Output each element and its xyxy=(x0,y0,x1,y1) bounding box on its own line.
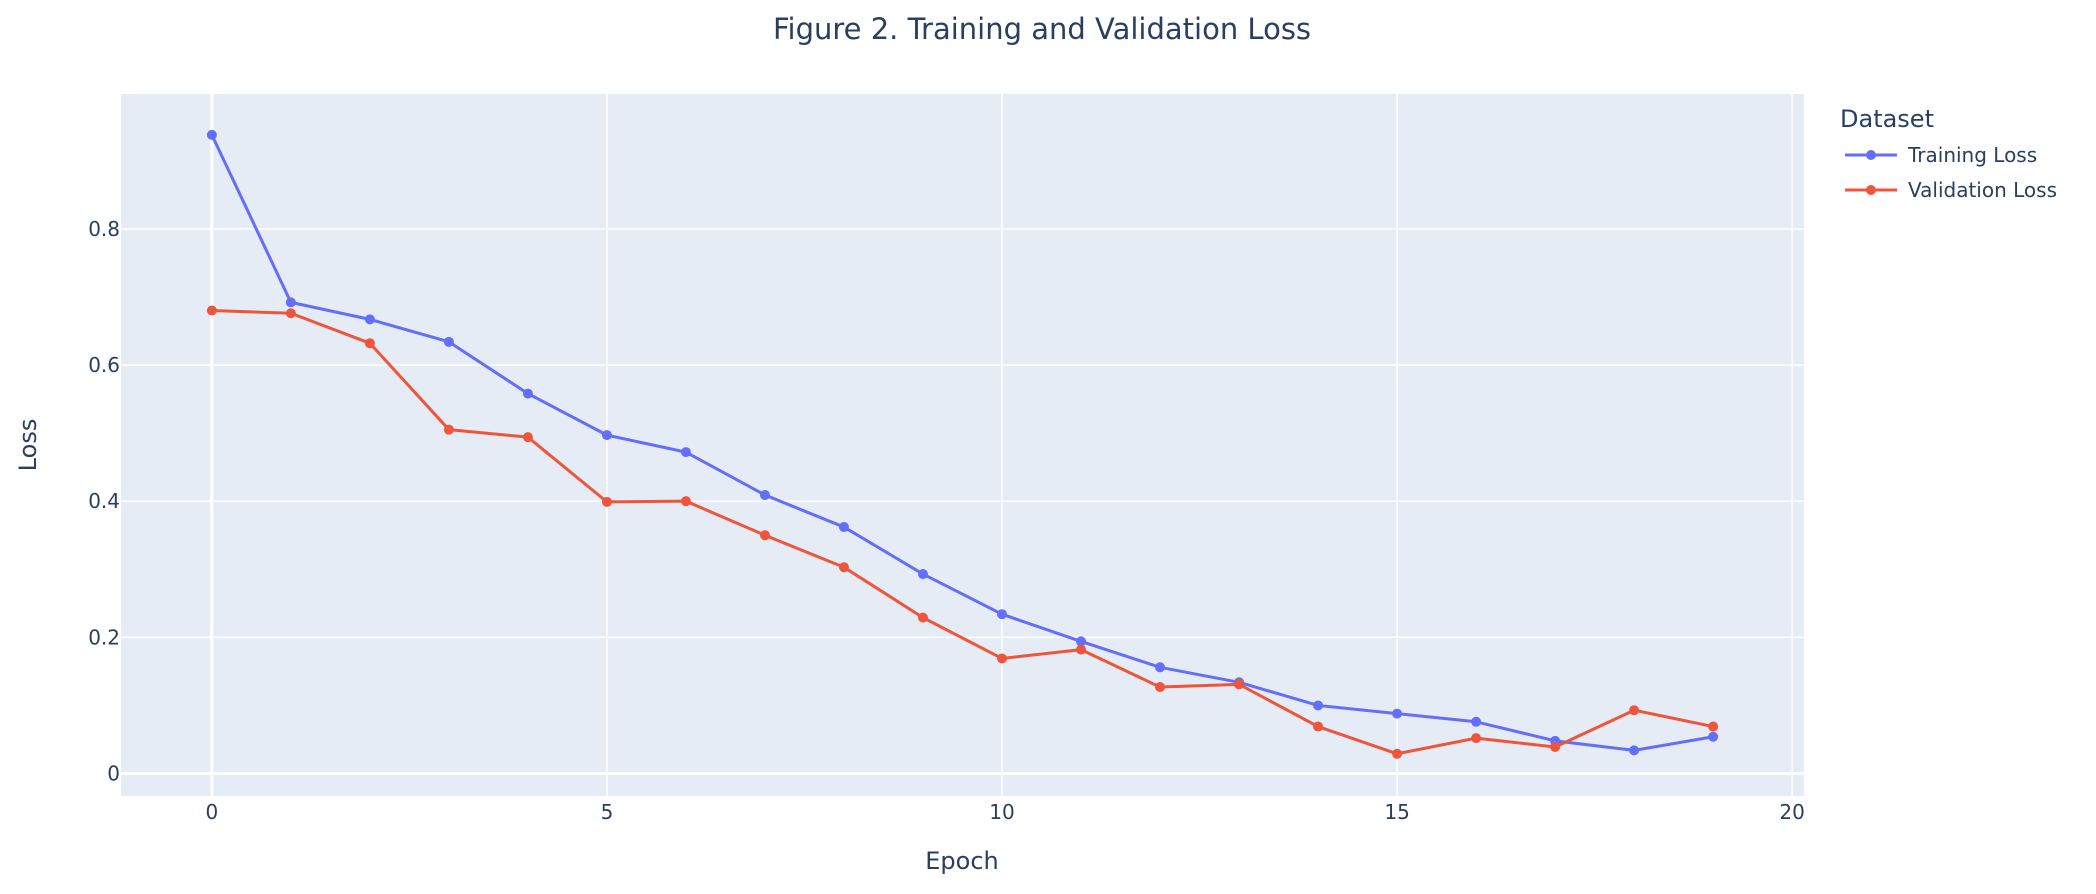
data-point xyxy=(1550,741,1561,752)
x-axis-title: Epoch xyxy=(925,847,999,875)
legend-swatch-marker xyxy=(1866,185,1876,195)
data-point xyxy=(1076,636,1087,647)
y-tick-label: 0.6 xyxy=(88,353,120,377)
y-axis-title: Loss xyxy=(14,419,42,472)
data-point xyxy=(997,653,1008,664)
legend-label: Training Loss xyxy=(1907,143,2037,167)
legend-label: Validation Loss xyxy=(1908,178,2057,202)
data-point xyxy=(680,447,691,458)
data-point xyxy=(285,297,296,308)
data-point xyxy=(206,305,217,316)
data-point xyxy=(1313,721,1324,732)
series-line xyxy=(210,134,1714,752)
data-point xyxy=(1708,731,1719,742)
legend-title: Dataset xyxy=(1840,105,1934,133)
data-point xyxy=(1392,748,1403,759)
x-axis-ticks: 0 5 10 15 20 xyxy=(205,800,1804,824)
data-point xyxy=(443,336,454,347)
data-point xyxy=(364,314,375,325)
series-layer xyxy=(206,129,1719,759)
data-point xyxy=(1708,721,1719,732)
chart-title: Figure 2. Training and Validation Loss xyxy=(773,12,1311,46)
data-point xyxy=(522,388,533,399)
data-point xyxy=(522,432,533,443)
data-point xyxy=(917,569,928,580)
data-point xyxy=(1076,644,1087,655)
data-point xyxy=(1629,745,1640,756)
data-point xyxy=(443,424,454,435)
y-tick-label: 0.2 xyxy=(88,625,120,649)
x-tick-label: 10 xyxy=(989,800,1014,824)
data-point xyxy=(285,308,296,319)
data-point xyxy=(1471,716,1482,727)
plot-area xyxy=(121,94,1804,796)
data-point xyxy=(1234,679,1245,690)
data-point xyxy=(1629,705,1640,716)
x-tick-label: 0 xyxy=(205,800,218,824)
y-axis-ticks: 0 0.2 0.4 0.6 0.8 xyxy=(88,217,120,786)
data-point xyxy=(1155,662,1166,673)
x-tick-label: 15 xyxy=(1384,800,1409,824)
y-tick-label: 0.4 xyxy=(88,489,120,513)
data-point xyxy=(206,129,217,140)
grid xyxy=(121,94,1804,796)
data-point xyxy=(997,609,1008,620)
data-point xyxy=(838,522,849,533)
data-point xyxy=(917,612,928,623)
data-point xyxy=(759,530,770,541)
data-point xyxy=(601,430,612,441)
legend[interactable]: Training Loss Validation Loss xyxy=(1845,143,2057,202)
data-point xyxy=(1313,700,1324,711)
data-point xyxy=(1392,708,1403,719)
x-tick-label: 5 xyxy=(601,800,614,824)
y-tick-label: 0.8 xyxy=(88,217,120,241)
data-point xyxy=(838,562,849,573)
x-tick-label: 20 xyxy=(1779,800,1804,824)
series-line xyxy=(211,309,1714,756)
data-point xyxy=(601,496,612,507)
legend-swatch-marker xyxy=(1866,150,1876,160)
data-point xyxy=(364,338,375,349)
data-point xyxy=(759,490,770,501)
y-tick-label: 0 xyxy=(107,762,120,786)
data-point xyxy=(1155,682,1166,693)
data-point xyxy=(680,496,691,507)
data-point xyxy=(1471,733,1482,744)
